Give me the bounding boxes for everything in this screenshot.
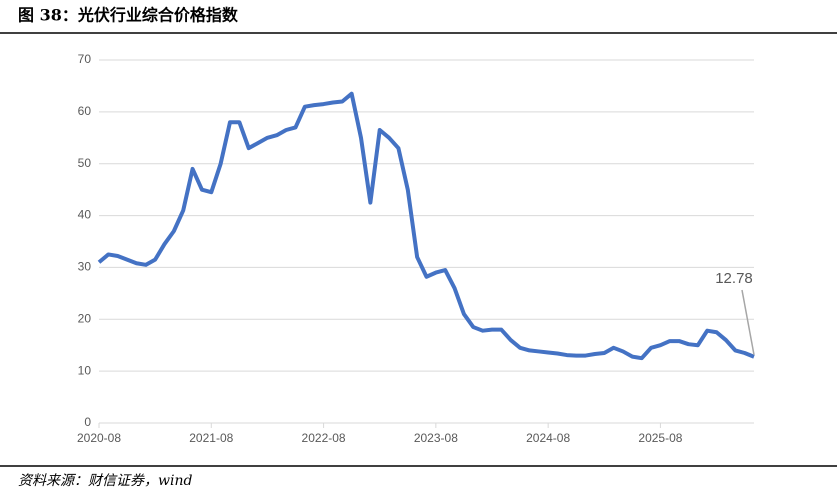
y-tick-label: 50 xyxy=(78,156,92,170)
x-tick-label: 2020-08 xyxy=(77,431,121,445)
y-tick-label: 60 xyxy=(78,104,92,118)
annotation-leader xyxy=(741,289,755,355)
annotation: 12.78 xyxy=(715,270,753,287)
y-tick-label: 0 xyxy=(84,415,91,429)
y-tick-label: 30 xyxy=(78,260,92,274)
source: 资料来源：财信证券，wind xyxy=(18,473,192,489)
y-tick-label: 20 xyxy=(78,311,92,325)
chart-title: 图 38：光伏行业综合价格指数 xyxy=(18,6,239,25)
y-tick-label: 10 xyxy=(78,363,92,377)
line xyxy=(97,91,755,361)
x-tick-label: 2024-08 xyxy=(526,431,570,445)
x-tick-label: 2022-08 xyxy=(302,431,346,445)
x-tick-label: 2021-08 xyxy=(189,431,233,445)
x-tick-label: 2023-08 xyxy=(414,431,458,445)
x-tick-label: 2025-08 xyxy=(638,431,682,445)
y-tick-label: 40 xyxy=(78,208,92,222)
y-tick-label: 70 xyxy=(78,52,92,66)
